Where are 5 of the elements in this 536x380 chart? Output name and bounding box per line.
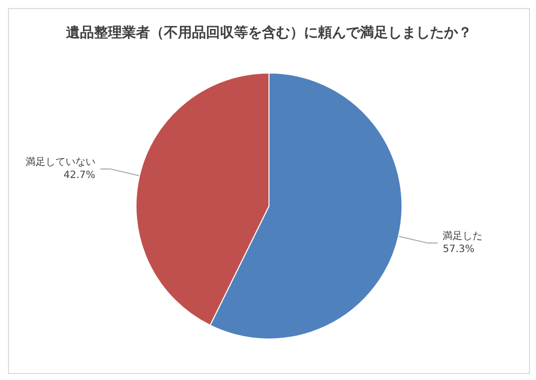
- slice-label: 満足した: [442, 230, 483, 242]
- slice-label: 満足していない: [25, 156, 96, 168]
- chart-title: 遺品整理業者（不用品回収等を含む）に頼んで満足しましたか？: [65, 25, 472, 41]
- data-label: 42.7%: [63, 170, 96, 181]
- data-label: 57.3%: [442, 244, 475, 256]
